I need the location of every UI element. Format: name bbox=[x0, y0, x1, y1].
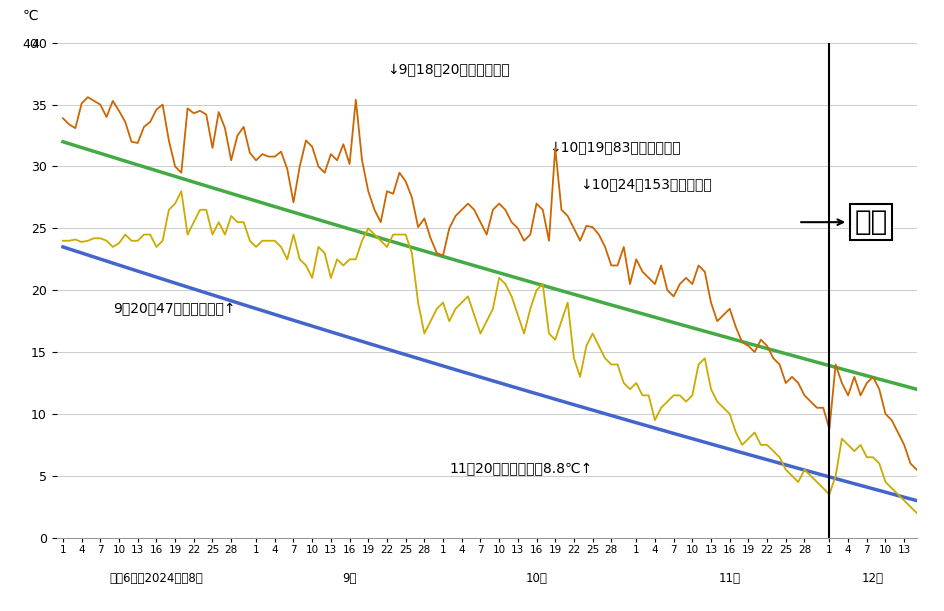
Text: 令和6年（2024年）8月: 令和6年（2024年）8月 bbox=[110, 573, 203, 585]
Text: ↓10月24日153回目の夏日: ↓10月24日153回目の夏日 bbox=[580, 178, 711, 192]
Text: 12月: 12月 bbox=[861, 573, 883, 585]
Text: 9月20日47回目の熱帯夜↑: 9月20日47回目の熱帯夜↑ bbox=[112, 302, 235, 316]
Text: ℃: ℃ bbox=[23, 9, 38, 23]
Text: 11月20日の最高気温8.8℃↑: 11月20日の最高気温8.8℃↑ bbox=[448, 463, 592, 477]
Text: 40: 40 bbox=[23, 38, 38, 51]
Text: 10月: 10月 bbox=[525, 573, 547, 585]
Text: ↓9月18日20回目の猛暑日: ↓9月18日20回目の猛暑日 bbox=[386, 63, 509, 77]
Text: 予報: 予報 bbox=[853, 208, 886, 236]
Text: ↓10月19日83回目の真夏日: ↓10月19日83回目の真夏日 bbox=[548, 141, 680, 155]
Text: 9月: 9月 bbox=[342, 573, 357, 585]
Text: 11月: 11月 bbox=[718, 573, 740, 585]
